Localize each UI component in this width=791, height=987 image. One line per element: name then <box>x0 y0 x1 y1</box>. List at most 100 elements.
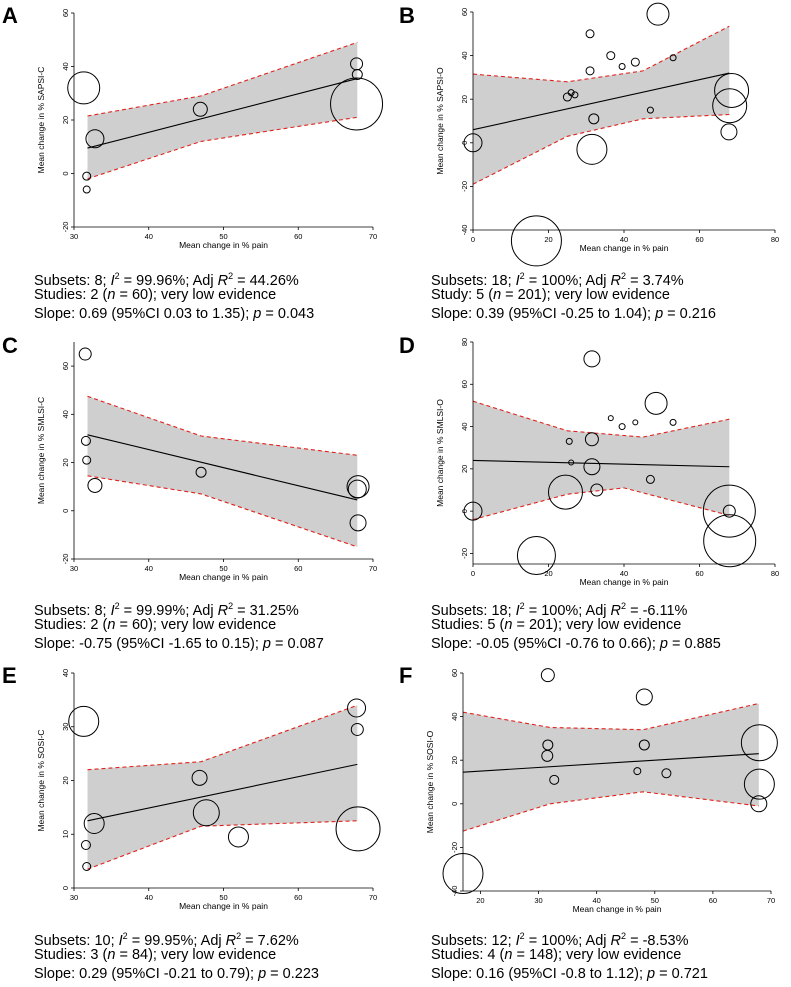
y-axis-label: Mean change in % SAPSI-C <box>36 67 46 174</box>
data-point <box>349 514 367 532</box>
x-tick-label: 40 <box>145 564 153 573</box>
data-point <box>547 474 583 510</box>
data-point <box>714 72 750 108</box>
data-point <box>68 705 100 737</box>
panel-letter: F <box>399 663 413 688</box>
panel-b: B 0 20 40 60 80 -40 -20 0 20 40 60 Mean change in % … <box>397 0 791 327</box>
x-tick-label: 50 <box>219 564 227 573</box>
data-point <box>82 185 91 194</box>
x-tick-label: 50 <box>219 893 227 902</box>
x-tick-label: 60 <box>709 896 717 905</box>
panel-e: E 30 40 50 60 70 0 10 20 30 40 Mean change in % pai… <box>0 660 395 987</box>
data-point <box>703 514 757 568</box>
x-tick-label: 20 <box>476 896 484 905</box>
stats-line-subsets: Subsets: 18; I2 = 100%; Adj R2 = -6.11% <box>431 601 688 619</box>
data-point <box>720 123 738 141</box>
x-tick-label: 50 <box>219 232 227 241</box>
data-point <box>743 768 775 800</box>
x-tick-label: 0 <box>471 235 475 244</box>
ci-band <box>87 705 358 870</box>
data-point <box>82 862 92 871</box>
data-point <box>584 432 599 447</box>
x-tick-label: 70 <box>369 564 377 573</box>
data-point <box>85 129 105 149</box>
y-tick-label: -40 <box>460 225 469 236</box>
ci-lower-line <box>87 820 358 870</box>
x-tick-label: 80 <box>771 235 779 244</box>
data-point <box>351 69 363 81</box>
stats-line-slope: Slope: -0.05 (95%CI -0.76 to 0.66); p = … <box>431 636 721 652</box>
data-point <box>192 101 208 117</box>
y-tick-label: 0 <box>450 802 459 806</box>
y-tick-label: 20 <box>61 776 70 784</box>
ci-upper-line <box>87 704 358 771</box>
stats-summary: Subsets: 8; I2 = 99.99%; Adj R2 = 31.25%… <box>34 597 324 654</box>
y-tick-label: 60 <box>460 8 469 16</box>
y-tick-label: -20 <box>460 181 469 192</box>
x-tick-label: 60 <box>695 569 703 578</box>
x-tick-label: 50 <box>651 896 659 905</box>
y-tick-label: 10 <box>61 830 70 838</box>
data-point <box>195 466 207 478</box>
regression-line <box>87 434 358 501</box>
x-axis-label: Mean change in % pain <box>580 577 669 587</box>
x-tick-label: 70 <box>369 232 377 241</box>
data-point <box>510 215 562 267</box>
y-tick-label: 20 <box>450 756 459 764</box>
scatter-plot: 30 40 50 60 70 0 10 20 30 40 Mean change in % pain… <box>36 669 381 911</box>
panel-letter: A <box>2 3 18 28</box>
x-tick-label: 40 <box>145 893 153 902</box>
regression-line <box>87 763 358 822</box>
x-tick-label: 30 <box>70 232 78 241</box>
data-point <box>67 71 101 105</box>
y-tick-label: 0 <box>61 171 70 175</box>
y-tick-label: -20 <box>460 548 469 559</box>
panel-letter: E <box>2 663 17 688</box>
y-tick-label: 20 <box>460 465 469 473</box>
data-point <box>80 435 91 446</box>
ci-upper-line <box>472 25 730 83</box>
y-tick-label: 30 <box>61 723 70 731</box>
regression-line <box>472 72 730 131</box>
data-point <box>644 391 668 415</box>
stats-line-slope: Slope: -0.75 (95%CI -1.65 to 0.15); p = … <box>34 636 324 652</box>
data-point <box>565 437 573 445</box>
x-tick-label: 20 <box>544 569 552 578</box>
data-point <box>330 77 384 131</box>
data-point <box>227 826 249 848</box>
ci-lower-line <box>472 113 730 185</box>
stats-line-studies: Study: 5 (n = 201); very low evidence <box>431 287 670 303</box>
data-point <box>567 89 575 97</box>
stats-line-slope: Slope: 0.29 (95%CI -0.21 to 0.79); p = 0… <box>34 966 319 982</box>
data-point <box>722 504 736 518</box>
stats-line-subsets: Subsets: 8; I2 = 99.96%; Adj R2 = 44.26% <box>34 271 299 289</box>
y-tick-label: -20 <box>61 554 70 565</box>
x-tick-label: 30 <box>534 896 542 905</box>
y-tick-label: 20 <box>460 95 469 103</box>
panel-c: C 30 40 50 60 70 -20 0 20 40 60 Mean change in % pa… <box>0 330 395 657</box>
data-point <box>82 455 92 465</box>
stats-line-subsets: Subsets: 10; I2 = 99.95%; Adj R2 = 7.62% <box>34 931 299 949</box>
y-tick-label: -20 <box>450 842 459 853</box>
data-point <box>702 484 756 538</box>
x-tick-label: 30 <box>70 564 78 573</box>
stats-line-studies: Studies: 5 (n = 201); very low evidence <box>431 617 682 633</box>
y-tick-label: 60 <box>450 669 459 677</box>
data-point <box>87 477 103 493</box>
ci-upper-line <box>87 41 358 117</box>
ci-band <box>463 703 759 832</box>
scatter-plot: 0 20 40 60 80 -20 0 20 40 60 80 Mean change in % pa… <box>435 338 779 587</box>
data-point <box>588 113 600 125</box>
stats-summary: Subsets: 10; I2 = 99.95%; Adj R2 = 7.62%… <box>34 927 319 984</box>
data-point <box>645 474 655 484</box>
panel-letter: C <box>2 333 18 358</box>
ci-upper-line <box>472 400 730 438</box>
data-point <box>607 415 614 422</box>
x-tick-label: 40 <box>145 232 153 241</box>
data-point <box>583 458 601 476</box>
y-tick-label: 20 <box>61 458 70 466</box>
stats-summary: Subsets: 8; I2 = 99.96%; Adj R2 = 44.26%… <box>34 267 314 324</box>
data-point <box>585 29 595 39</box>
data-point <box>712 88 748 124</box>
scatter-plot: 30 40 50 60 70 -20 0 20 40 60 Mean change in % pai… <box>36 9 384 250</box>
